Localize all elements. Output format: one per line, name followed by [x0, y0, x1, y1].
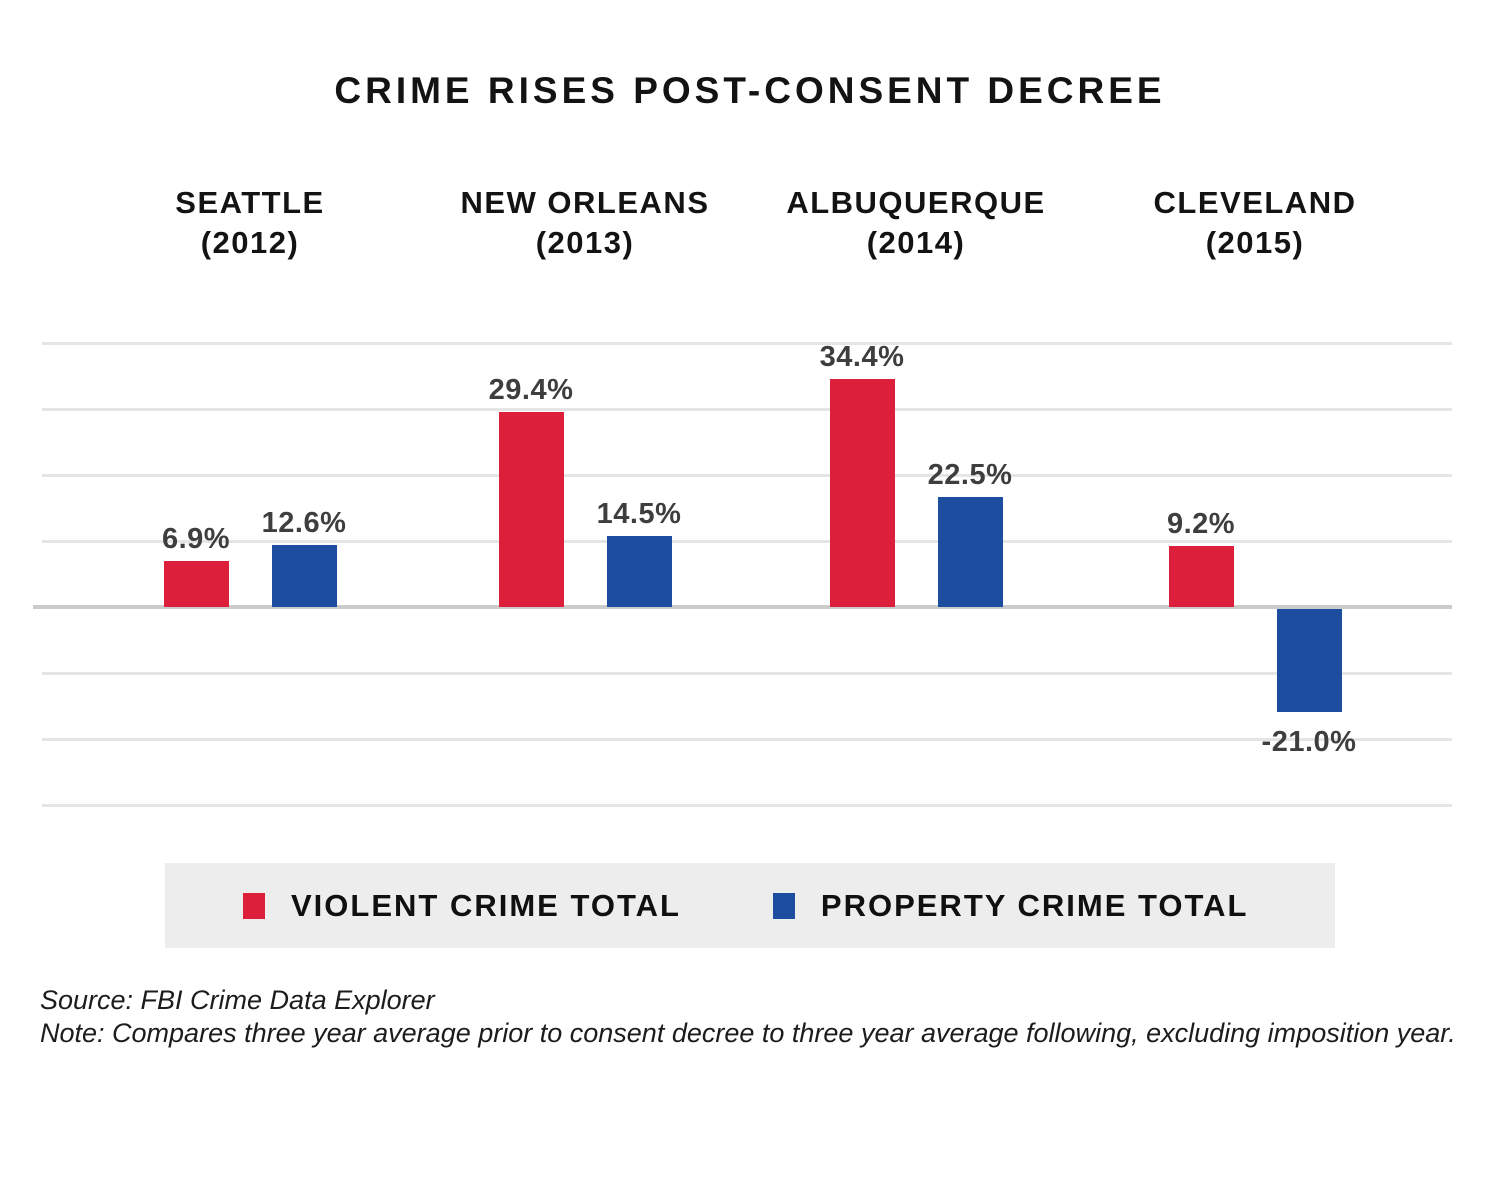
gridline	[42, 738, 1452, 741]
category-city-label: ALBUQUERQUE	[786, 185, 1046, 220]
legend-label-property-crime: PROPERTY CRIME TOTAL	[820, 887, 1249, 923]
gridline	[42, 474, 1452, 477]
bar-value-label: 29.4%	[488, 374, 574, 407]
violent-crime-swatch-icon	[243, 892, 265, 919]
source-note: Source: FBI Crime Data Explorer	[40, 985, 435, 1015]
bar-violent-albuquerque	[829, 379, 895, 607]
category-header-new-orleans: NEW ORLEANS (2013)	[395, 183, 775, 263]
category-year-label: (2014)	[866, 225, 966, 260]
gridline	[42, 342, 1452, 345]
bar-value-label: 14.5%	[596, 497, 682, 530]
bar-property-new-orleans	[606, 535, 672, 607]
gridline	[42, 672, 1452, 675]
bar-value-label: 22.5%	[927, 458, 1013, 491]
category-city-label: CLEVELAND	[1153, 185, 1357, 220]
legend-label-violent-crime: VIOLENT CRIME TOTAL	[291, 887, 681, 923]
chart-title: CRIME RISES POST-CONSENT DECREE	[334, 70, 1166, 111]
bar-property-cleveland	[1276, 609, 1342, 712]
category-city-label: SEATTLE	[175, 185, 325, 220]
methodology-note: Note: Compares three year average prior …	[40, 1018, 1456, 1048]
bar-value-label: 6.9%	[161, 523, 231, 556]
zero-baseline	[33, 605, 1452, 609]
bar-value-label: 34.4%	[819, 341, 905, 374]
chart-legend: VIOLENT CRIME TOTAL PROPERTY CRIME TOTAL	[165, 863, 1335, 948]
category-header-cleveland: CLEVELAND (2015)	[1065, 183, 1445, 263]
bar-value-label: 12.6%	[261, 507, 347, 540]
category-year-label: (2015)	[1205, 225, 1305, 260]
gridline	[42, 408, 1452, 411]
category-city-label: NEW ORLEANS	[460, 185, 710, 220]
bar-property-albuquerque	[937, 496, 1003, 607]
category-year-label: (2013)	[535, 225, 635, 260]
bar-property-seattle	[271, 545, 337, 607]
bar-value-label: 9.2%	[1166, 508, 1236, 541]
category-year-label: (2012)	[200, 225, 300, 260]
category-header-seattle: SEATTLE (2012)	[60, 183, 440, 263]
legend-item-violent-crime: VIOLENT CRIME TOTAL	[243, 888, 681, 924]
category-header-albuquerque: ALBUQUERQUE (2014)	[726, 183, 1106, 263]
gridline	[42, 540, 1452, 543]
gridline	[42, 804, 1452, 807]
bar-violent-seattle	[163, 561, 229, 607]
legend-item-property-crime: PROPERTY CRIME TOTAL	[772, 887, 1249, 924]
bar-violent-cleveland	[1168, 546, 1234, 607]
bar-violent-new-orleans	[498, 412, 564, 607]
chart-footer: Source: FBI Crime Data Explorer Note: Co…	[40, 984, 1470, 1050]
bar-value-label: -21.0%	[1261, 725, 1357, 758]
property-crime-swatch-icon	[772, 892, 795, 919]
